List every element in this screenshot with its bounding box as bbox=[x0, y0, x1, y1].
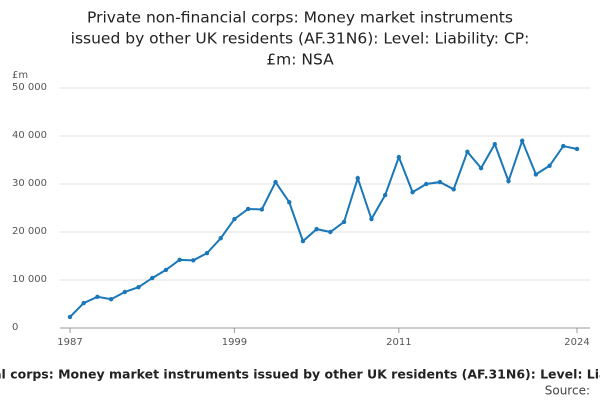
data-point bbox=[204, 250, 210, 256]
data-point bbox=[396, 154, 402, 160]
data-point bbox=[465, 149, 470, 155]
y-tick-label: 10 000 bbox=[12, 274, 47, 285]
data-point bbox=[81, 300, 86, 306]
data-point bbox=[136, 285, 141, 290]
data-point bbox=[245, 206, 251, 212]
data-point bbox=[410, 189, 415, 195]
x-tick-label: 2024 bbox=[564, 337, 589, 348]
y-tick-label: 0 bbox=[12, 322, 18, 333]
data-point bbox=[95, 294, 100, 299]
y-tick-label: 50 000 bbox=[12, 82, 47, 93]
data-point bbox=[437, 179, 443, 185]
y-unit: £m bbox=[12, 70, 28, 81]
data-point bbox=[122, 289, 128, 295]
data-point bbox=[259, 207, 265, 212]
footer-title: Private non-financial corps: Money marke… bbox=[0, 367, 600, 382]
y-tick-label: 40 000 bbox=[12, 130, 47, 141]
data-point bbox=[232, 216, 237, 222]
data-point bbox=[108, 297, 114, 302]
data-point bbox=[191, 258, 196, 263]
data-point bbox=[163, 267, 169, 273]
data-point bbox=[492, 141, 497, 147]
chart-title-line: issued by other UK residents (AF.31N6): … bbox=[71, 30, 530, 48]
data-point bbox=[561, 143, 566, 149]
data-point bbox=[424, 181, 429, 187]
source: Source: bbox=[545, 384, 590, 398]
series-line bbox=[69, 137, 578, 318]
data-point bbox=[355, 176, 360, 181]
data-point bbox=[533, 172, 539, 177]
data-point bbox=[314, 226, 319, 232]
data-point bbox=[506, 178, 511, 184]
x-tick-label: 2011 bbox=[386, 337, 411, 348]
y-tick-label: 30 000 bbox=[12, 178, 47, 189]
data-point bbox=[547, 163, 552, 168]
data-point bbox=[273, 179, 278, 185]
data-point bbox=[519, 138, 525, 143]
data-point bbox=[451, 187, 456, 192]
x-tick-label: 1987 bbox=[57, 337, 82, 348]
chart-title-line: Private non-financial corps: Money marke… bbox=[87, 9, 513, 27]
data-point bbox=[300, 238, 306, 244]
data-point bbox=[574, 146, 580, 152]
data-point bbox=[218, 236, 223, 241]
data-point bbox=[287, 200, 292, 205]
y-tick-label: 20 000 bbox=[12, 226, 47, 237]
data-point bbox=[478, 165, 484, 171]
chart-title-line: £m: NSA bbox=[266, 51, 334, 69]
data-point bbox=[150, 275, 155, 281]
data-point bbox=[369, 216, 374, 222]
data-point bbox=[67, 314, 73, 320]
data-point bbox=[177, 257, 182, 263]
data-point bbox=[382, 192, 388, 198]
data-point bbox=[328, 229, 333, 235]
data-point bbox=[341, 219, 347, 225]
x-tick-label: 1999 bbox=[222, 337, 247, 348]
